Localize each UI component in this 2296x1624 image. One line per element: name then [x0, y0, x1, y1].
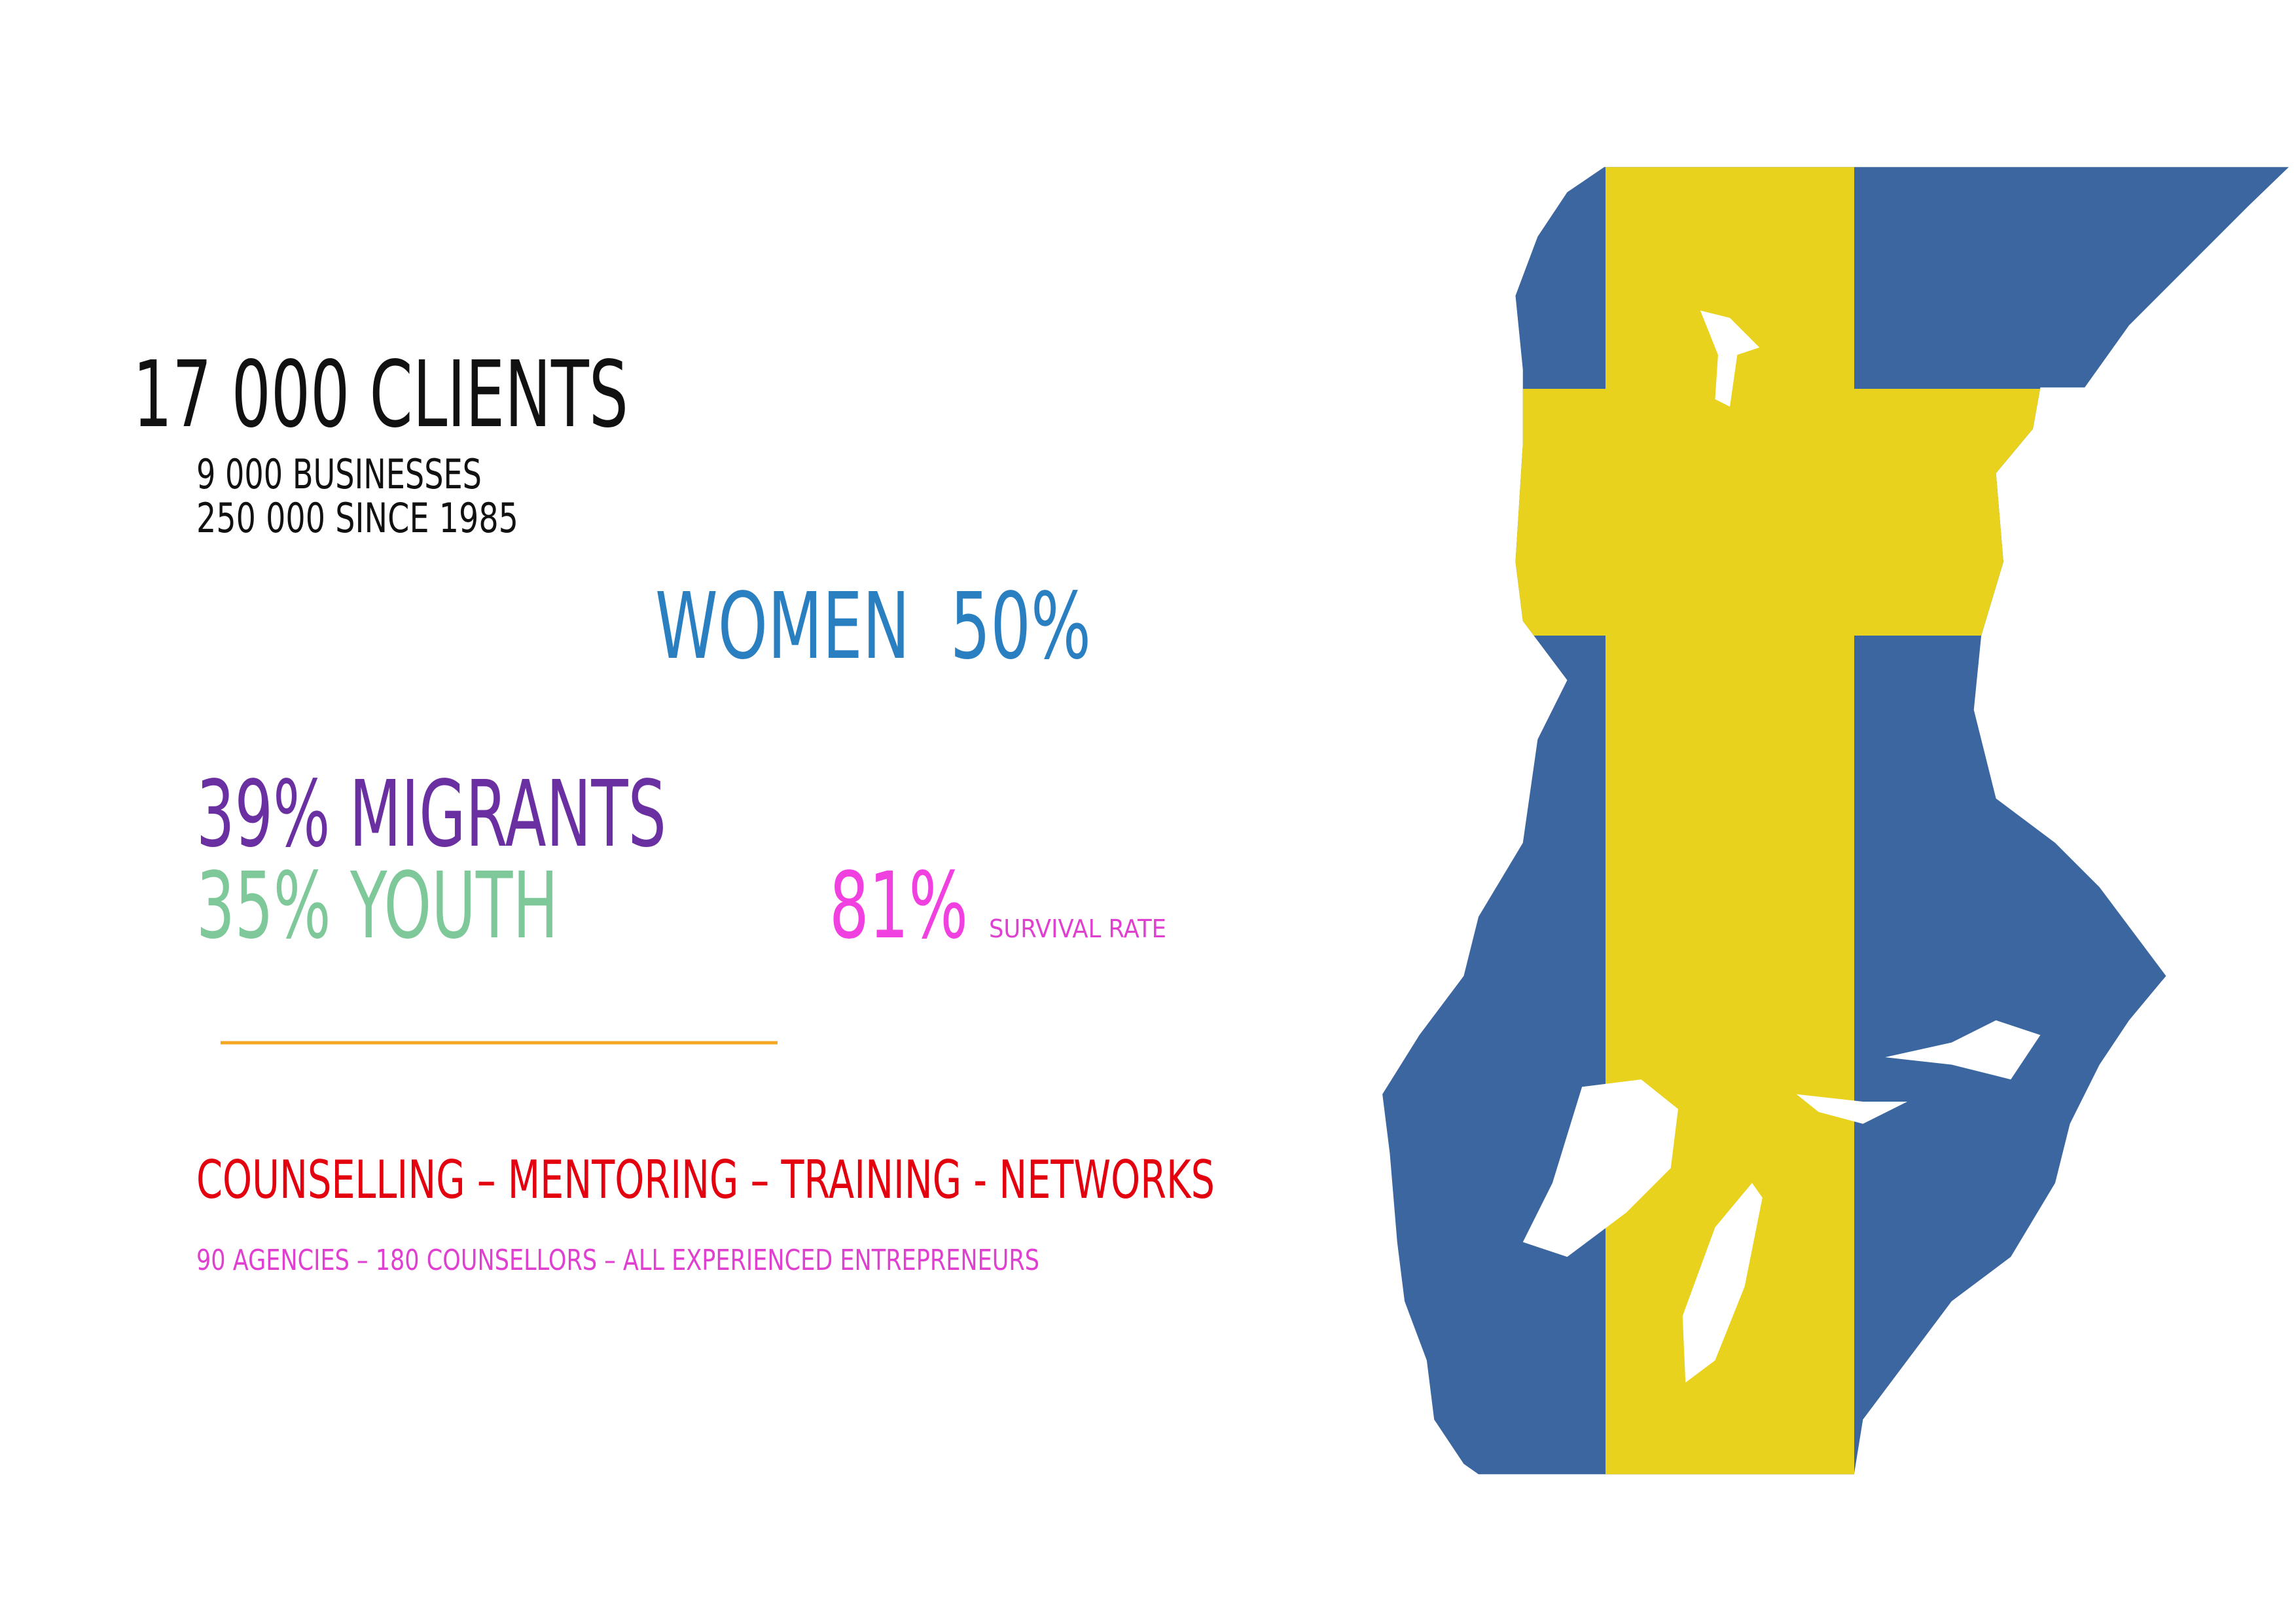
- network: 90 AGENCIES – 180 COUNSELLORS – ALL EXPE…: [196, 1244, 1039, 1277]
- migrants-stat: 39% MIGRANTS: [196, 761, 666, 868]
- lake: [1885, 1020, 2041, 1080]
- lake: [1682, 1183, 1763, 1383]
- clients-line: 250 000 SINCE 1985: [196, 494, 518, 542]
- lake: [1700, 310, 1760, 407]
- survival-label: SURVIVAL RATE: [989, 914, 1166, 943]
- lake: [1522, 1079, 1678, 1257]
- lakes: [1522, 310, 2041, 1383]
- sweden-flag-map: [1382, 167, 2289, 1475]
- women-stat: WOMEN 50%: [655, 573, 1091, 680]
- services: COUNSELLING – MENTORING – TRAINING - NET…: [196, 1149, 1215, 1210]
- survival-value: 81%: [829, 853, 968, 960]
- clients-line: 9 000 BUSINESSES: [196, 450, 482, 498]
- lake: [1796, 1094, 1908, 1124]
- youth-stat: 35% YOUTH: [196, 853, 558, 960]
- clients-title: 17 000 CLIENTS: [133, 342, 628, 448]
- flag-cross-horizontal: [1382, 389, 2289, 636]
